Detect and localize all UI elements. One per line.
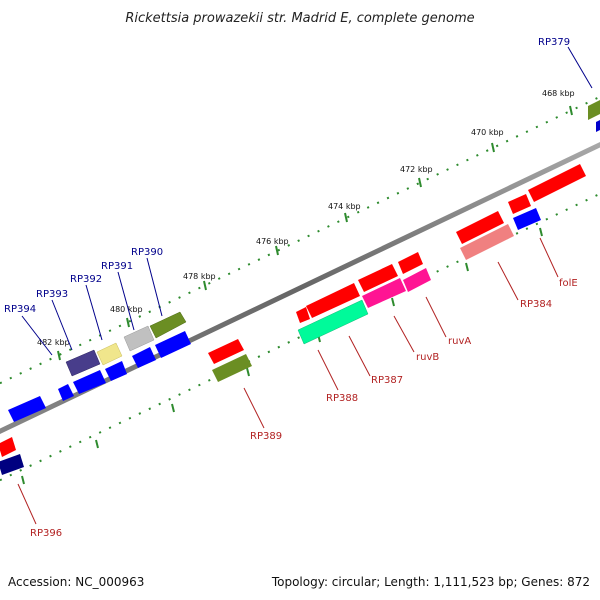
tick-label-480: 480 kbp [110, 305, 143, 314]
gene-blue-4[interactable] [73, 370, 106, 394]
tick-label-468: 468 kbp [542, 89, 575, 98]
outer-genes [0, 100, 600, 475]
label-ruvB[interactable]: ruvB [416, 352, 439, 363]
gene-blue-1[interactable] [155, 331, 191, 358]
gene-rp379[interactable] [588, 100, 600, 120]
gene-rp392[interactable] [96, 342, 123, 366]
inner-major-ticks [21, 227, 543, 485]
label-rp388[interactable]: RP388 [326, 393, 358, 404]
tick-label-476: 476 kbp [256, 237, 289, 246]
gene-red-e[interactable] [358, 264, 398, 292]
label-rp393[interactable]: RP393 [36, 289, 68, 300]
gene-rp394[interactable] [8, 396, 46, 422]
label-rp390[interactable]: RP390 [131, 247, 163, 258]
gene-rp384[interactable] [460, 224, 514, 260]
label-rp384[interactable]: RP384 [520, 299, 552, 310]
gene-red-d[interactable] [398, 252, 423, 274]
gene-blue-3[interactable] [105, 361, 127, 381]
gene-rp388[interactable] [297, 299, 369, 345]
gene-red-a[interactable] [528, 164, 586, 202]
tick-label-470: 470 kbp [471, 128, 504, 137]
tick-label-474: 474 kbp [328, 202, 361, 211]
label-rp389[interactable]: RP389 [250, 431, 282, 442]
label-rp387[interactable]: RP387 [371, 375, 403, 386]
gene-red-f[interactable] [208, 339, 244, 364]
gene-rp393[interactable] [65, 349, 101, 377]
gene-blue-2[interactable] [132, 347, 156, 368]
genome-summary-text: Topology: circular; Length: 1,111,523 bp… [271, 575, 590, 589]
outer-ruler [0, 95, 600, 385]
gene-rp396[interactable] [0, 454, 24, 475]
outer-major-ticks [57, 105, 573, 361]
gene-blue-5[interactable] [58, 384, 74, 401]
gene-rp387[interactable] [306, 283, 360, 318]
tick-label-482: 482 kbp [37, 338, 70, 347]
label-rp392[interactable]: RP392 [70, 274, 102, 285]
label-rp379[interactable]: RP379 [538, 37, 570, 48]
label-rp396[interactable]: RP396 [30, 528, 62, 539]
inner-genes [208, 164, 586, 382]
tick-label-472: 472 kbp [400, 165, 433, 174]
label-ruvA[interactable]: ruvA [448, 336, 471, 347]
label-rp394[interactable]: RP394 [4, 304, 36, 315]
genome-backbone [0, 142, 600, 434]
accession-text: Accession: NC_000963 [8, 575, 144, 589]
gene-rp391[interactable] [123, 325, 155, 352]
tick-label-478: 478 kbp [183, 272, 216, 281]
label-folE[interactable]: folE [559, 278, 578, 289]
gene-red-left[interactable] [0, 437, 16, 457]
leader-lines [17, 46, 593, 525]
map-title: Rickettsia prowazekii str. Madrid E, com… [125, 11, 474, 26]
gene-rp389[interactable] [212, 354, 252, 382]
gene-ruvA[interactable] [403, 268, 431, 292]
gene-red-c[interactable] [456, 211, 504, 244]
gene-red-b[interactable] [508, 194, 531, 214]
gene-folE[interactable] [513, 208, 541, 230]
label-rp391[interactable]: RP391 [101, 261, 133, 272]
gene-ruvB[interactable] [362, 278, 406, 308]
gene-rp390[interactable] [149, 311, 187, 339]
